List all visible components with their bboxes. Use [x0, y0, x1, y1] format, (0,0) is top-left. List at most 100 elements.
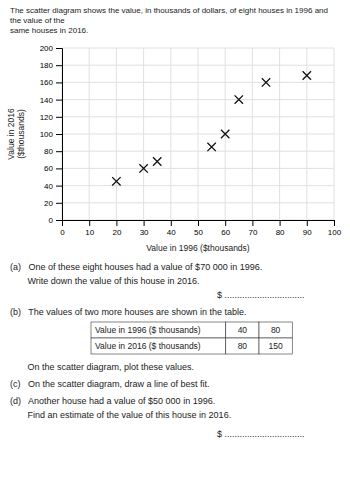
title: The scatter diagram shows the value, in …	[10, 6, 328, 35]
tick: 200	[40, 44, 62, 53]
tick-mark	[116, 220, 117, 226]
tick-label: 100	[40, 130, 54, 139]
tick-mark	[56, 220, 62, 221]
text-line: On the scatter diagram, plot these value…	[10, 362, 194, 372]
tick: 80	[44, 147, 62, 156]
grid-line	[62, 134, 334, 135]
grid-line	[62, 168, 334, 169]
annotation: (b) The values of two more houses are sh…	[10, 307, 246, 317]
tick-mark	[334, 220, 335, 226]
text-line: ($thousands)	[16, 109, 26, 159]
tick-label: 50	[194, 228, 203, 237]
tick: 60	[221, 220, 230, 237]
tick: 40	[44, 182, 62, 191]
text-line: (d) Another house had a value of $50 000…	[10, 396, 215, 406]
grid-line	[62, 151, 334, 152]
tick-mark	[56, 168, 62, 169]
tick-mark	[252, 220, 253, 226]
tick-label: 40	[44, 182, 53, 191]
tick-label: 60	[221, 228, 230, 237]
table-text: Value in 1996 ($ thousands)	[95, 325, 201, 335]
grid-line	[62, 99, 334, 100]
annotation: (d) Another house had a value of $50 000…	[10, 396, 215, 406]
tick: 90	[303, 220, 312, 237]
table-cell	[259, 338, 292, 354]
tick-label: 140	[40, 96, 54, 105]
tick: 140	[40, 96, 62, 105]
grid-line	[62, 82, 334, 83]
questions: (a) One of these eight houses had a valu…	[10, 262, 305, 439]
x-axis: 0 10 20 30 40 50 60 70 80 90 100	[60, 220, 341, 237]
y-axis: 0 20 40 60 80 100 120 140 160 180 200	[40, 44, 63, 225]
y-axis-label: Value in 2016($thousands)	[6, 108, 26, 160]
tick-mark	[56, 203, 62, 204]
table-cell	[226, 338, 259, 354]
point	[221, 130, 229, 138]
table: Value in 1996 ($ thousands) 40 80 Value in …	[91, 322, 292, 354]
annotation: $ ................................	[217, 290, 305, 300]
tick: 30	[140, 220, 149, 237]
tick-mark	[198, 220, 199, 226]
tick: 60	[44, 164, 62, 173]
point	[303, 71, 311, 79]
tick-mark	[56, 82, 62, 83]
table-text: 40	[238, 325, 248, 335]
tick-label: 40	[167, 228, 176, 237]
tick-mark	[171, 220, 172, 226]
tick: 20	[112, 220, 121, 237]
annotation: Find an estimate of the value of this ho…	[10, 410, 231, 420]
tick-label: 90	[303, 228, 312, 237]
tick-label: 60	[44, 164, 53, 173]
table-text: Value in 2016 ($ thousands)	[95, 341, 201, 351]
grid-line	[62, 116, 334, 117]
tick: 70	[248, 220, 257, 237]
tick: 10	[85, 220, 94, 237]
point	[112, 177, 120, 185]
text-line: $ ................................	[217, 290, 305, 300]
tick-label: 80	[276, 228, 285, 237]
tick: 100	[40, 130, 62, 139]
tick: 180	[40, 61, 62, 70]
point	[153, 157, 161, 165]
tick: 80	[276, 220, 285, 237]
axis-line	[56, 49, 63, 221]
text-line: Find an estimate of the value of this ho…	[10, 410, 231, 420]
grid-line	[62, 202, 334, 203]
tick: 120	[40, 113, 62, 122]
text-line: Write down the value of this house in 20…	[10, 276, 199, 286]
annotation: (c) On the scatter diagram, draw a line …	[10, 379, 210, 389]
text-line: the value of the	[10, 16, 65, 25]
table-cell	[91, 338, 226, 354]
table-cell	[91, 322, 226, 338]
tick-label: 160	[40, 78, 54, 87]
tick-mark	[56, 151, 62, 152]
table-text: 150	[269, 341, 283, 351]
text-line: Value in 2016	[6, 108, 16, 160]
tick: 0	[60, 220, 65, 237]
grid	[62, 48, 334, 220]
tick-mark	[56, 65, 62, 66]
tick-mark	[307, 220, 308, 226]
chart: The scatter diagram shows the value, in …	[0, 0, 350, 495]
text-line: (c) On the scatter diagram, draw a line …	[10, 379, 210, 389]
tick-label: 70	[248, 228, 257, 237]
tick-label: 20	[44, 199, 53, 208]
point	[262, 78, 270, 86]
tick: 0	[49, 216, 62, 225]
tick: 100	[328, 220, 342, 237]
text-line: The scatter diagram shows the value, in …	[10, 6, 328, 15]
text-line: (b) The values of two more houses are sh…	[10, 307, 246, 317]
grid-line	[62, 48, 334, 49]
tick-mark	[56, 134, 62, 135]
point	[139, 164, 147, 172]
tick-label: 200	[40, 44, 54, 53]
tick: 40	[167, 220, 176, 237]
x-axis-label: Value in 1996 ($thousands)	[146, 243, 250, 253]
table-text: 80	[271, 325, 281, 335]
point	[235, 95, 243, 103]
tick-label: 20	[112, 228, 121, 237]
tick: 160	[40, 78, 62, 87]
tick-label: 30	[140, 228, 149, 237]
points	[112, 71, 311, 185]
tick-label: 180	[40, 61, 54, 70]
